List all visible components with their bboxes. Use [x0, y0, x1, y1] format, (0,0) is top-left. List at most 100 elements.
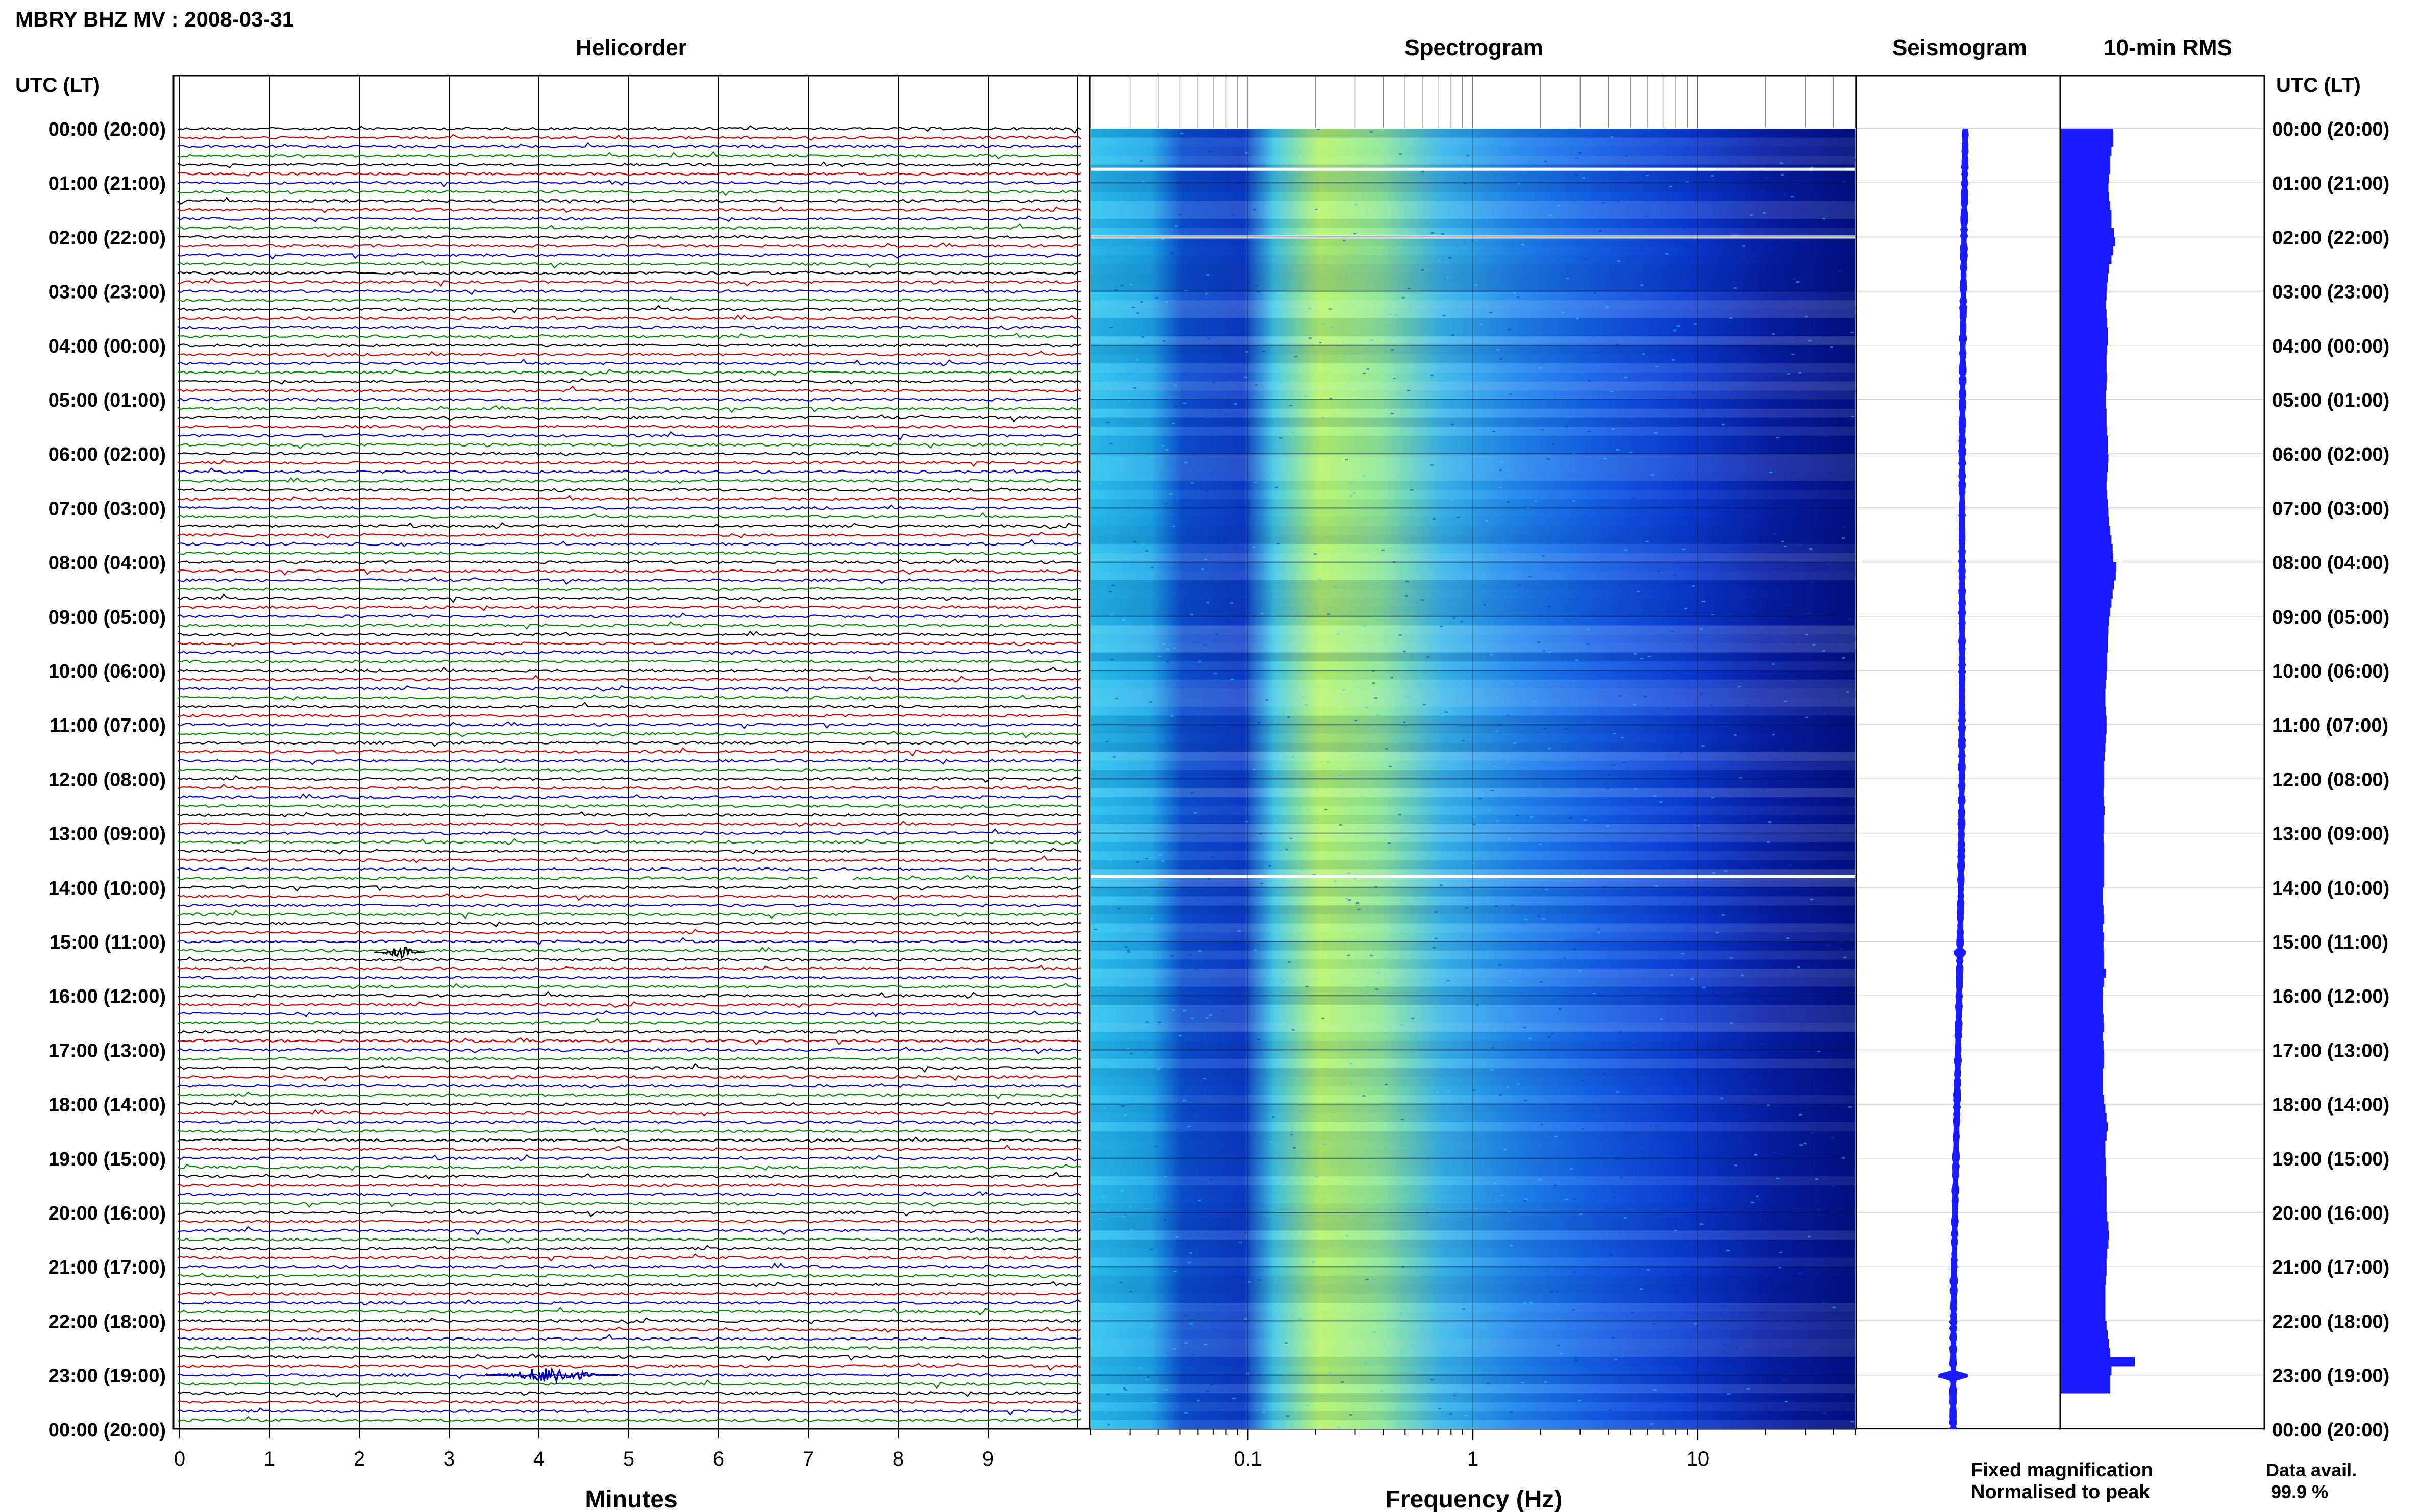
spectrogram-speckle: [1349, 1414, 1352, 1416]
spectrogram-speckle: [1315, 1176, 1318, 1177]
spectrogram-speckle: [1542, 555, 1545, 557]
rms-bar: [2061, 1050, 2104, 1059]
spectrogram-speckle: [1129, 1206, 1132, 1207]
spectrogram-speckle: [1204, 739, 1207, 740]
rms-panel: [2059, 75, 2265, 1430]
spectrogram-speckle: [1465, 139, 1468, 141]
spectrogram-speckle: [1575, 659, 1578, 661]
spectrogram-row-band: [1091, 1339, 1855, 1348]
spectrogram-speckle: [1366, 986, 1369, 987]
spectrogram-speckle: [1700, 628, 1703, 630]
spectrogram-speckle: [1244, 1318, 1247, 1320]
spectrogram-speckle: [1396, 613, 1399, 614]
spectrogram-speckle: [1518, 584, 1521, 586]
spectrogram-speckle: [1377, 972, 1380, 974]
helicorder-trace-line: [177, 1018, 1081, 1025]
helicorder-trace-line: [177, 215, 1081, 222]
helicorder-trace-line: [177, 1057, 1081, 1063]
rms-bar: [2061, 354, 2107, 364]
spectrogram-row-band: [1091, 354, 1855, 364]
spectrogram-speckle: [1582, 177, 1585, 179]
helicorder-trace-line: [177, 558, 1081, 564]
spectrogram-speckle: [1521, 244, 1524, 245]
helicorder-trace-line: [177, 1262, 1081, 1269]
spectrogram-speckle: [1341, 1381, 1344, 1383]
spectrogram-speckle: [1498, 964, 1501, 966]
spectrogram-speckle: [1557, 205, 1560, 206]
spectrogram-row-band: [1091, 1348, 1855, 1357]
spectrogram-speckle: [1435, 911, 1438, 913]
helicorder-trace-line: [177, 605, 1081, 611]
spectrogram-speckle: [1343, 240, 1346, 241]
time-tick-label-left: 05:00 (01:00): [48, 390, 166, 411]
spectrogram-speckle: [1110, 614, 1113, 615]
spectrogram-speckle: [1836, 924, 1839, 926]
spectrogram-speckle: [1161, 238, 1164, 240]
spectrogram-speckle: [1785, 1401, 1788, 1402]
rms-bar: [2061, 1311, 2106, 1321]
spectrogram-speckle: [1206, 490, 1209, 492]
spectrogram-speckle: [1565, 728, 1568, 730]
spectrogram-speckle: [1491, 790, 1494, 791]
spectrogram-speckle: [1720, 565, 1723, 566]
spectrogram-speckle: [1739, 777, 1742, 779]
spectrogram-speckle: [1711, 600, 1714, 602]
spectrogram-speckle: [1245, 821, 1248, 822]
rms-bar: [2061, 698, 2106, 707]
spectrogram-speckle: [1357, 909, 1361, 910]
spectrogram-speckle: [1681, 953, 1684, 954]
helicorder-trace-line: [177, 261, 1081, 269]
spectrogram-speckle: [1204, 644, 1207, 646]
spectrogram-speckle: [1572, 500, 1575, 502]
spectrogram-speckle: [1478, 798, 1482, 799]
spectrogram-speckle: [1425, 334, 1428, 336]
spectrogram-speckle: [1133, 387, 1136, 389]
spectrogram-speckle: [1796, 281, 1799, 283]
spectrogram-speckle: [1791, 196, 1794, 197]
spectrogram-speckle: [1782, 1380, 1785, 1381]
rms-bar: [2061, 264, 2109, 274]
helicorder-trace-line: [177, 1183, 1081, 1188]
spectrogram-speckle: [1545, 889, 1548, 890]
spectrogram-row-band: [1091, 183, 1855, 192]
rms-bar: [2061, 580, 2114, 590]
spectrogram-speckle: [1127, 400, 1130, 402]
spectrogram-speckle: [1190, 1323, 1193, 1325]
spectrogram-speckle: [1451, 424, 1454, 425]
spectrogram-speckle: [1162, 340, 1165, 342]
spectrogram-speckle: [1155, 297, 1158, 299]
time-tick-label-right: 07:00 (03:00): [2272, 498, 2389, 519]
spectrogram-speckle: [1411, 1018, 1414, 1019]
rms-bar: [2061, 481, 2107, 490]
spectrogram-speckle: [1612, 764, 1615, 766]
spectrogram-speckle: [1345, 898, 1348, 900]
spectrogram-speckle: [1618, 695, 1621, 697]
spectrogram-row-band: [1091, 255, 1855, 264]
spectrogram-speckle: [1117, 646, 1120, 647]
spectrogram-row-band: [1091, 815, 1855, 824]
spectrogram-speckle: [1400, 1312, 1403, 1314]
spectrogram-speckle: [1674, 1230, 1677, 1231]
spectrogram-row-band: [1091, 986, 1855, 996]
rms-bar: [2061, 932, 2104, 942]
spectrogram-speckle: [1563, 958, 1566, 959]
helicorder-trace-line: [177, 459, 1081, 467]
helicorder-trace-line: [177, 875, 1081, 880]
spectrogram-speckle: [1802, 857, 1805, 859]
spectrogram-speckle: [1772, 663, 1775, 665]
rms-bar: [2061, 733, 2106, 743]
spectrogram-speckle: [1453, 1395, 1457, 1396]
spectrogram-speckle: [1164, 1219, 1167, 1221]
spectrogram-speckle: [1400, 1024, 1403, 1026]
spectrogram-speckle: [1315, 608, 1318, 609]
spectrogram-speckle: [1193, 1134, 1196, 1136]
spectrogram-speckle: [1158, 1022, 1161, 1023]
spectrogram-speckle: [1356, 902, 1359, 904]
spectrogram-speckle: [1321, 1395, 1324, 1396]
spectrogram-speckle: [1211, 856, 1214, 858]
spectrogram-speckle: [1294, 356, 1297, 357]
spectrogram-speckle: [1175, 225, 1178, 227]
helicorder-x-tick-label: 6: [713, 1448, 724, 1470]
spectrogram-row-band: [1091, 1275, 1855, 1285]
spectrogram-speckle: [1139, 1367, 1142, 1369]
